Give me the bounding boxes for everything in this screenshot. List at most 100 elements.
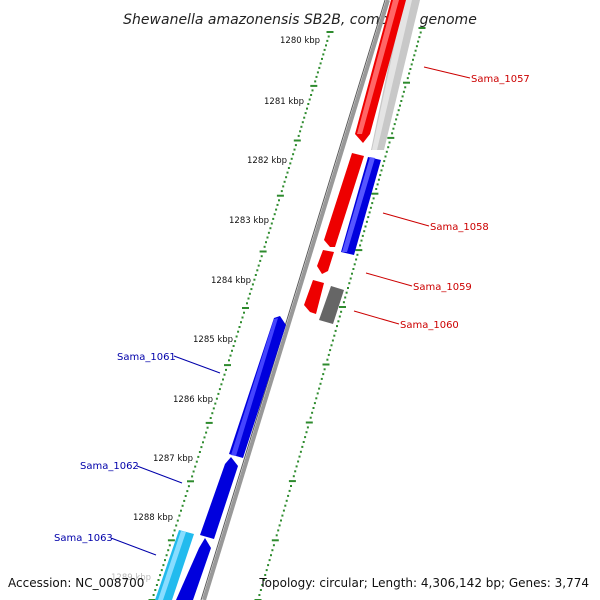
scale-minor-dot [272,544,275,547]
scale-minor-dot [320,377,323,380]
scale-minor-dot [269,227,272,230]
scale-minor-dot [380,169,383,172]
scale-minor-dot [229,354,232,357]
scale-major-tick [371,192,379,195]
scale-minor-dot [205,431,208,434]
tick-label: 1282 kbp [247,156,287,166]
scale-minor-dot [243,311,245,314]
scale-minor-dot [395,118,398,121]
scale-minor-dot [278,199,280,202]
tick-label: 1283 kbp [229,216,269,226]
gene-label-sama-1062[interactable]: Sama_1062 [80,461,139,472]
scale-major-tick [305,421,313,424]
scale-minor-dot [240,321,242,324]
scale-minor-dot [342,301,345,304]
scale-minor-dot [372,197,375,200]
scale-minor-dot [368,211,371,214]
scale-minor-dot [268,559,271,562]
scale-minor-dot [321,57,323,60]
scale-minor-dot [157,579,160,581]
scale-minor-dot [222,378,224,381]
scale-minor-dot [418,36,421,39]
scale-major-tick [310,84,318,87]
scale-minor-dot [305,431,308,434]
gene-arrow-sama-1062[interactable] [200,457,238,539]
gene-label-leaders [110,66,471,556]
scale-minor-dot [178,514,181,517]
scale-minor-dot [192,470,195,473]
scale-minor-dot [306,426,309,429]
gene-label-sama-1057[interactable]: Sama_1057 [471,74,530,85]
scale-minor-dot [408,72,411,75]
map-title: Shewanella amazonensis SB2B, complete ge… [123,12,477,28]
scale-minor-dot [396,113,399,116]
gene-label-sama-1059[interactable]: Sama_1059 [413,282,472,293]
gene-label-sama-1058[interactable]: Sama_1058 [430,222,489,233]
scale-minor-dot [281,514,284,517]
gene-arrow-sama-1058[interactable] [324,153,364,247]
scale-minor-dot [359,244,362,247]
scale-minor-dot [316,392,319,395]
scale-minor-dot [334,329,337,332]
scale-minor-dot [246,302,248,305]
scale-major-tick [271,539,279,542]
scale-minor-dot [391,132,394,135]
scale-minor-dot [263,245,266,248]
scale-minor-dot [234,340,237,343]
scale-minor-dot [293,148,296,151]
scale-minor-dot [165,554,168,557]
gene-arrow-sama-1063[interactable] [176,538,211,600]
scale-minor-dot [299,450,302,453]
scale-minor-dot [338,315,341,318]
scale-minor-dot [258,594,261,596]
genome-backbone [200,0,390,600]
scale-minor-dot [381,164,384,167]
scale-minor-dot [413,54,416,57]
gene-label-sama-1061[interactable]: Sama_1061 [117,352,176,363]
scale-minor-dot [326,358,329,361]
gene-label-sama-1060[interactable]: Sama_1060 [400,320,459,331]
gene-arrow-sama-1059[interactable] [317,250,334,274]
scale-minor-dot [280,190,283,193]
scale-minor-dot [301,121,304,124]
scale-minor-dot [330,344,333,347]
scale-minor-dot [400,100,403,102]
scale-major-tick [276,194,284,197]
tick-label: 1288 kbp [133,513,173,523]
scale-minor-dot [299,130,302,133]
gene-shade [342,157,375,252]
scale-minor-dot [326,39,329,42]
scale-minor-dot [262,579,265,581]
scale-minor-dot [164,559,166,562]
scale-minor-dot [160,569,163,572]
scale-minor-dot [409,68,412,70]
scale-minor-dot [355,258,358,261]
scale-minor-dot [241,316,244,319]
scale-minor-dot [267,231,270,234]
scale-minor-dot [261,584,264,586]
scale-minor-dot [337,320,340,323]
scale-minor-dot [379,174,382,177]
gene-label-sama-1063[interactable]: Sama_1063 [54,533,113,544]
scale-minor-dot [197,455,200,458]
scale-minor-dot [376,183,379,186]
scale-minor-dot [327,353,330,356]
scale-minor-dot [333,334,336,337]
scale-minor-dot [329,349,332,352]
scale-minor-dot [203,436,206,439]
scale-minor-dot [318,387,321,390]
gene-arrow-sama-1060[interactable] [319,286,344,324]
scale-minor-dot [314,80,317,83]
scale-minor-dot [361,234,364,237]
scale-minor-dot [323,368,326,371]
scale-minor-dot [356,253,359,256]
scale-minor-dot [265,241,267,244]
scale-minor-dot [275,534,278,537]
scale-minor-dot [365,220,368,223]
scale-minor-dot [209,417,212,419]
scale-minor-dot [259,259,262,262]
gene-arrow-red-small[interactable] [304,280,324,314]
scale-minor-dot [336,325,338,328]
scale-minor-dot [377,178,380,181]
scale-minor-dot [285,499,288,502]
